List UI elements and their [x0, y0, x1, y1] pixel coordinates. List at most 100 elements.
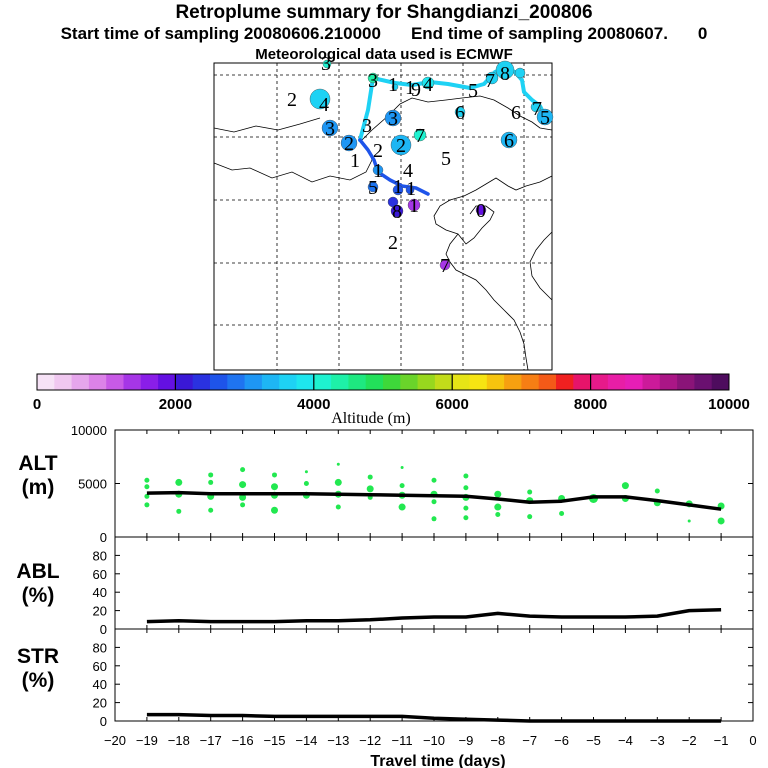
colorbar-swatch — [521, 374, 540, 390]
day-label: 0 — [476, 200, 486, 222]
met-data-label: Meteorological data used is ECMWF — [255, 46, 513, 63]
x-tick-label: −18 — [168, 733, 190, 748]
day-label: 7 — [485, 70, 495, 92]
colorbar-swatch — [158, 374, 176, 390]
altitude-marker — [390, 134, 412, 156]
altitude-dot — [399, 483, 405, 489]
colorbar-swatch — [659, 374, 678, 390]
panel-units: (%) — [22, 584, 55, 607]
x-tick-label: −16 — [232, 733, 254, 748]
colorbar-swatch — [607, 374, 626, 390]
colorbar-swatch — [383, 374, 401, 390]
colorbar-swatch — [140, 374, 159, 390]
altitude-marker — [413, 128, 427, 142]
colorbar-swatch — [434, 374, 453, 390]
colorbar-swatch — [296, 374, 315, 390]
day-label: 4 — [403, 160, 413, 182]
colorbar-tick-label: 8000 — [574, 396, 607, 413]
altitude-dot — [239, 481, 247, 489]
altitude-dot — [717, 517, 725, 525]
altitude-dot — [176, 508, 182, 514]
day-label: 3 — [388, 108, 398, 130]
colorbar-swatch — [400, 374, 418, 390]
coast-line — [529, 231, 553, 301]
altitude-dot — [208, 472, 214, 478]
day-label: 1 — [405, 77, 415, 99]
y-tick-label: 20 — [93, 696, 107, 711]
altitude-marker — [340, 134, 358, 152]
day-label: 2 — [388, 232, 398, 254]
day-label: 1 — [373, 160, 383, 182]
y-tick-label: 0 — [100, 530, 107, 545]
colorbar-tick-label: 0 — [33, 396, 41, 413]
colorbar-swatch — [711, 374, 730, 390]
colorbar-swatch — [279, 374, 297, 390]
altitude-dot — [336, 462, 340, 466]
day-label: 3 — [321, 53, 331, 75]
altitude-dot — [175, 478, 183, 486]
altitude-dot — [398, 503, 406, 511]
x-tick-label: −2 — [682, 733, 697, 748]
altitude-dot — [334, 478, 342, 486]
day-label: 8 — [392, 201, 402, 223]
altitude-dot — [335, 504, 341, 510]
altitude-dot — [303, 481, 309, 486]
altitude-marker — [514, 67, 526, 79]
chart-title: Retroplume summary for Shangdianzi_20080… — [175, 2, 593, 23]
y-tick-label: 60 — [93, 567, 107, 582]
panel-str: 80 60 40 20 0 STR(%) — [17, 628, 754, 729]
x-tick-label: −3 — [650, 733, 665, 748]
day-label: 1 — [393, 176, 403, 198]
colorbar-swatch — [469, 374, 488, 390]
x-tick-label: −4 — [618, 733, 633, 748]
altitude-marker — [439, 259, 451, 271]
altitude-dot — [559, 510, 565, 516]
x-tick-label: −10 — [423, 733, 445, 748]
altitude-dot — [208, 479, 214, 485]
altitude-marker — [384, 109, 402, 127]
trajectory-segment-upper — [358, 66, 547, 142]
y-tick-label: 80 — [93, 640, 107, 655]
altitude-dot — [239, 493, 247, 501]
day-label: 5 — [540, 107, 550, 129]
x-tick-label: −20 — [104, 733, 126, 748]
colorbar-swatch — [192, 374, 211, 390]
colorbar-swatch — [573, 374, 591, 390]
y-tick-label: 20 — [93, 604, 107, 619]
altitude-marker — [309, 88, 331, 110]
altitude-dot — [271, 483, 278, 491]
panel-label: ABL — [16, 560, 59, 583]
day-label: 6 — [455, 102, 465, 124]
altitude-marker — [387, 196, 399, 208]
trajectory-segment-lower — [358, 138, 430, 196]
day-label: 3 — [362, 115, 372, 137]
day-label: 6 — [504, 130, 514, 152]
y-tick-label: 0 — [100, 714, 107, 729]
colorbar-ticks: 0 2000 4000 6000 8000 10000 — [33, 374, 750, 413]
altitude-marker — [391, 83, 399, 91]
fraction-line — [146, 712, 722, 723]
coast-line — [433, 175, 553, 245]
colorbar-label: Altitude (m) — [331, 410, 411, 427]
colorbar-swatch — [261, 374, 280, 390]
day-label: 1 — [406, 178, 416, 200]
colorbar-swatch — [348, 374, 367, 390]
altitude-dot — [366, 485, 374, 493]
day-label: 5 — [368, 177, 378, 199]
altitude-dot — [431, 516, 437, 522]
altitude-dot — [494, 503, 502, 511]
day-label: 5 — [441, 148, 451, 170]
sampling-times: Start time of sampling 20080606.210000 En… — [0, 24, 768, 44]
x-tick-label: −12 — [359, 733, 381, 748]
altitude-marker — [372, 164, 384, 176]
coast-line — [445, 233, 529, 371]
altitude-dot — [527, 514, 533, 520]
time-series-panels: 1000050000ALT(m)806040200ABL(%)806040200… — [16, 423, 756, 748]
colorbar-swatch — [210, 374, 228, 390]
border-line — [213, 117, 321, 133]
colorbar-swatch — [538, 374, 557, 390]
x-tick-label: −6 — [554, 733, 569, 748]
altitude-dot — [431, 499, 437, 505]
altitude-dot — [304, 470, 308, 474]
colorbar-swatch — [694, 374, 713, 390]
